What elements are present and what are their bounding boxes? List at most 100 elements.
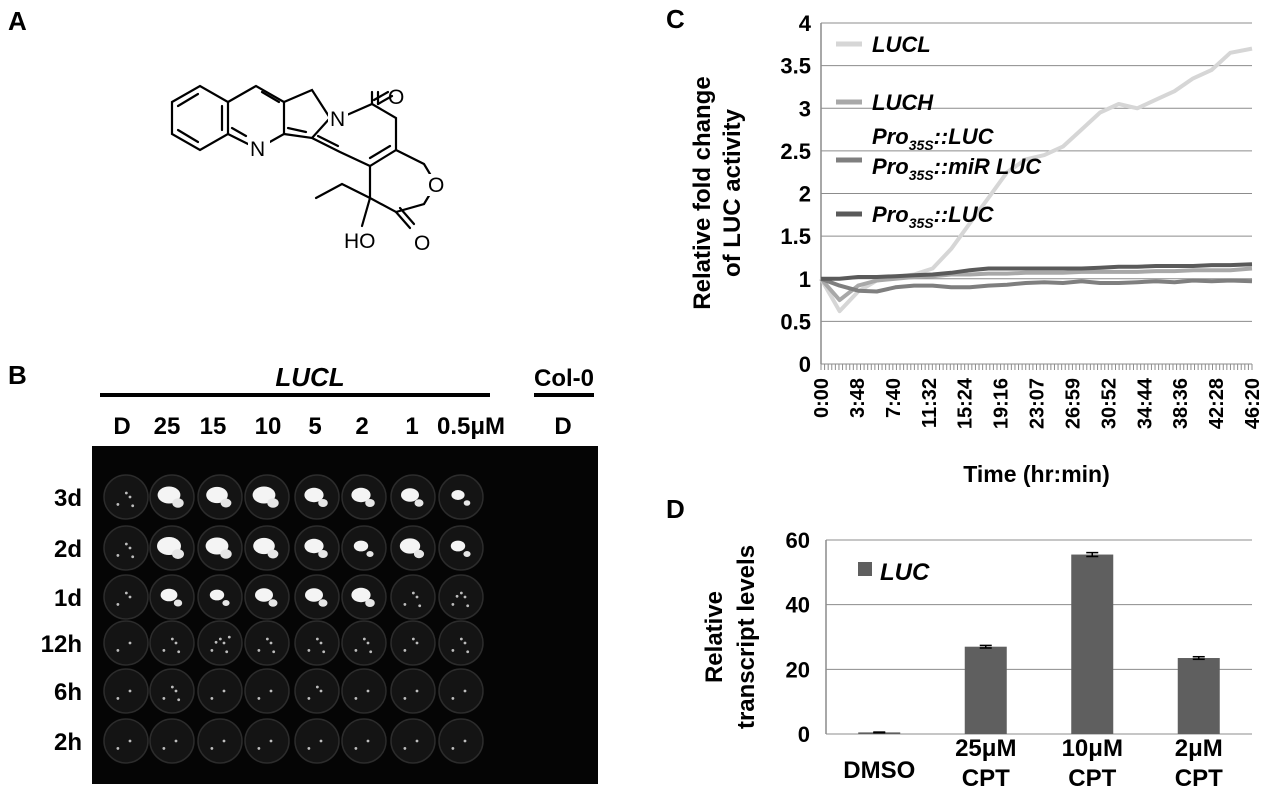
luminescence-dot <box>177 650 181 654</box>
y-tick-label: 2.5 <box>780 139 811 164</box>
plate-well <box>103 718 149 764</box>
luminescence-spot <box>267 498 279 508</box>
luminescence-dot <box>269 641 273 645</box>
bar <box>1071 554 1114 734</box>
plate-column-label: 15 <box>200 413 227 440</box>
luminescence-dot <box>366 689 370 693</box>
line-chart: 0 0.5 1 1.5 2 2.5 3 3.5 4 0:00 3:48 7:40 11:32 15:24 1… <box>689 11 1264 487</box>
luminescence-spot <box>366 551 374 557</box>
panel-letter-d: D <box>666 494 685 524</box>
plate-well <box>103 525 149 571</box>
luminescence-dot <box>307 747 311 750</box>
luminescence-dot <box>174 739 178 743</box>
luminescence-dot <box>210 747 214 750</box>
luminescence-dot <box>362 637 366 641</box>
luminescence-dot <box>177 698 181 702</box>
luminescence-dot <box>354 697 358 700</box>
luminescence-dot <box>214 640 218 644</box>
luminescence-dot <box>128 739 132 743</box>
plate-well <box>341 718 387 764</box>
luminescence-dot <box>451 603 455 606</box>
luminescence-spot <box>172 549 184 559</box>
plate-panel: LUCL Col-0 D 25 15 10 5 2 1 0.5μM D 3d 2d 1d 12h 6h… <box>41 362 598 784</box>
plate-well <box>149 668 195 714</box>
x-tick-label: 11:32 <box>919 378 941 428</box>
panel-letter-b: B <box>8 360 27 390</box>
y-tick-label: 3 <box>799 96 811 121</box>
legend-label: Pro35S::LUC <box>872 124 995 153</box>
luminescence-spot <box>220 498 232 508</box>
luminescence-spot <box>450 540 466 552</box>
luminescence-spot <box>451 490 465 500</box>
luminescence-dot <box>354 747 358 750</box>
luminescence-dot <box>128 641 132 645</box>
luminescence-dot <box>463 641 467 645</box>
luminescence-dot <box>162 649 166 652</box>
luminescence-dot <box>451 747 455 750</box>
x-category-label: CPT <box>1068 765 1116 792</box>
y-tick-label: 40 <box>786 593 810 618</box>
luminescence-spot <box>172 498 184 508</box>
luminescence-dot <box>315 685 319 689</box>
row-labels: 3d 2d 1d 12h 6h 2h <box>41 485 82 756</box>
y-tick-label: 4 <box>799 11 812 36</box>
col0-label: Col-0 <box>534 365 594 392</box>
luminescence-spot <box>255 588 273 602</box>
x-category-label: CPT <box>962 765 1010 792</box>
luminescence-spot <box>160 588 178 602</box>
x-tick-label: 0:00 <box>811 378 833 418</box>
luminescence-dot <box>415 641 419 645</box>
luminescence-dot <box>116 503 120 506</box>
luminescence-dot <box>128 546 132 550</box>
plate-column-label: 5 <box>308 413 321 440</box>
plate-well <box>438 574 484 620</box>
luminescence-dot <box>128 689 132 693</box>
x-category-label: 2μM <box>1175 735 1223 762</box>
luminescence-dot <box>354 649 358 652</box>
legend-label: Pro35S::LUC <box>872 202 995 231</box>
luminescence-dot <box>466 604 470 608</box>
plate-well <box>390 668 436 714</box>
plate-row-label: 2h <box>54 729 82 756</box>
luminescence-dot <box>403 603 407 606</box>
plate-wells <box>103 474 484 764</box>
luminescence-dot <box>315 637 319 641</box>
luminescence-spot <box>304 487 324 503</box>
y-tick-label: 1.5 <box>780 224 811 249</box>
y-tick-label: 2 <box>799 182 811 207</box>
luminescence-dot <box>265 637 269 641</box>
x-tick-label: 23:07 <box>1027 378 1049 429</box>
atom-n-lactam: N <box>330 108 345 131</box>
luminescence-spot <box>253 537 275 555</box>
plate-well <box>149 620 195 666</box>
luminescence-spot <box>305 588 323 602</box>
luminescence-dot <box>170 685 174 689</box>
legend-label: Pro35S::miR LUC <box>872 154 1042 183</box>
x-category-label: DMSO <box>843 757 915 784</box>
luminescence-spot <box>399 538 421 554</box>
luminescence-spot <box>220 549 232 559</box>
luminescence-dot <box>116 697 120 700</box>
plate-well <box>294 620 340 666</box>
luminescence-dot <box>415 595 419 599</box>
y-tick-label: 0 <box>799 352 811 377</box>
luminescence-dot <box>210 649 214 652</box>
luminescence-spot <box>222 600 230 606</box>
luminescence-spot <box>463 551 471 557</box>
plate-well <box>244 718 290 764</box>
y-tick-label: 1 <box>799 267 811 292</box>
luminescence-spot <box>318 550 328 558</box>
luminescence-dot <box>116 554 120 557</box>
luminescence-dot <box>116 603 120 606</box>
y-tick-label: 20 <box>786 657 810 682</box>
plate-well <box>244 620 290 666</box>
bar <box>1177 658 1220 734</box>
luminescence-spot <box>365 599 375 607</box>
legend-swatch <box>858 562 872 576</box>
plate-row-label: 3d <box>54 485 82 512</box>
y-tick-label: 0 <box>798 722 810 747</box>
plate-well <box>390 620 436 666</box>
luminescence-dot <box>269 689 273 693</box>
luminescence-spot <box>268 599 278 607</box>
luminescence-dot <box>257 649 261 652</box>
